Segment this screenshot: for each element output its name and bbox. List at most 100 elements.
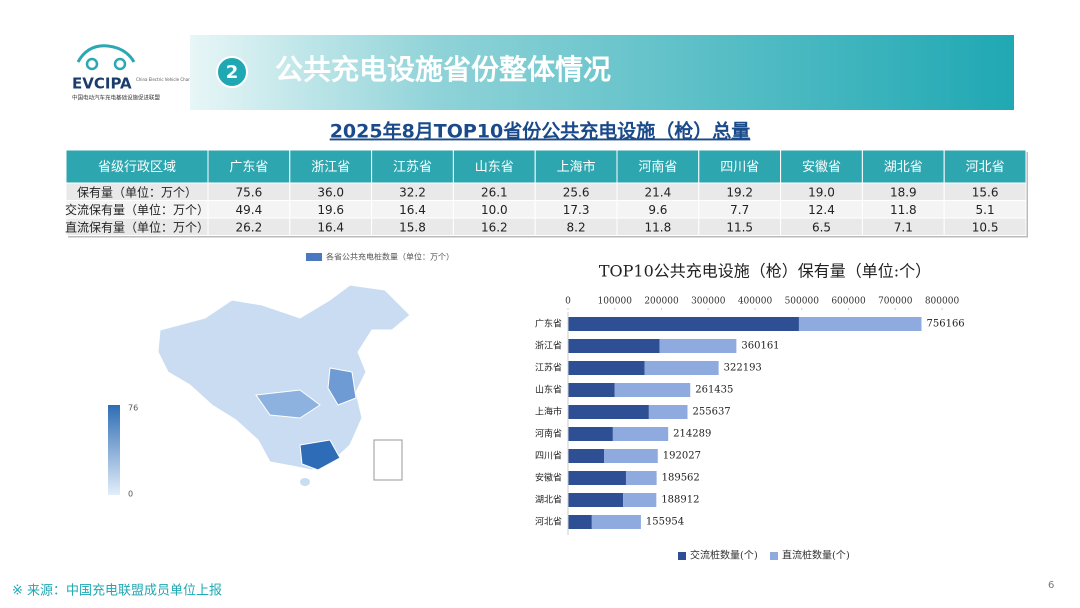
cell-text: 15.8 — [399, 220, 426, 234]
header-text: 河北省 — [966, 160, 1005, 175]
map: 各省公共充电桩数量（单位：万个） 76 0 — [108, 252, 454, 499]
map-legend-swatch — [306, 253, 322, 261]
x-tick-label: 200000 — [644, 297, 679, 307]
section-number: 2 — [226, 62, 239, 83]
bar — [648, 405, 688, 419]
cell-text: 16.4 — [399, 203, 426, 217]
x-tick-label: 400000 — [738, 297, 773, 307]
x-tick-label: 500000 — [785, 297, 820, 307]
total-label: 322193 — [724, 363, 762, 374]
x-tick-label: 600000 — [831, 297, 866, 307]
header-text: 安徽省 — [802, 160, 841, 175]
header-text: 河南省 — [638, 159, 677, 175]
bar — [568, 339, 660, 353]
y-tick-label: 山东省 — [535, 384, 562, 396]
bar — [568, 383, 615, 397]
bar — [568, 361, 645, 375]
total-label: 360161 — [741, 341, 779, 352]
cell-text: 19.6 — [317, 203, 344, 217]
total-label: 189562 — [662, 473, 700, 484]
bar — [625, 471, 657, 485]
map-scale-max: 76 — [128, 404, 138, 413]
header-text: 浙江省 — [311, 160, 350, 175]
y-tick-label: 上海市 — [535, 406, 562, 418]
logo-cn: 中国电动汽车充电基础设施促进联盟 — [72, 94, 161, 102]
map-shape — [157, 284, 411, 471]
page-number: 6 — [1048, 580, 1054, 591]
cell — [943, 217, 1027, 236]
bar — [644, 361, 719, 375]
map-island — [300, 478, 310, 486]
bar — [568, 515, 592, 529]
cell-text: 6.5 — [812, 220, 831, 234]
total-label: 214289 — [673, 429, 711, 440]
header-cell — [65, 149, 209, 184]
y-tick-label: 四川省 — [535, 450, 562, 462]
bar — [568, 405, 649, 419]
bar — [623, 493, 657, 507]
cell-text: 11.8 — [645, 220, 672, 234]
cell-text: 21.4 — [645, 185, 672, 199]
header-cell — [698, 149, 782, 184]
header-text: 上海市 — [557, 159, 596, 175]
section-badge — [216, 56, 248, 88]
bar — [568, 427, 613, 441]
map-scale — [108, 405, 120, 495]
cell-text: 11.5 — [726, 220, 753, 234]
cell-text: 8.2 — [567, 220, 586, 234]
logo-text: EVCIPA — [72, 75, 132, 93]
x-tick-label: 300000 — [691, 297, 726, 307]
bar — [568, 493, 624, 507]
legend-label: 直流桩数量(个) — [782, 549, 850, 562]
x-tick-label: 700000 — [878, 297, 913, 307]
cell-text: 9.6 — [648, 203, 667, 217]
source-note: ※ 来源：中国充电联盟成员单位上报 — [12, 583, 222, 599]
cell-text: 49.4 — [236, 203, 263, 217]
cell-text: 7.1 — [894, 220, 913, 234]
cell-text: 17.3 — [563, 203, 590, 217]
y-tick-label: 安徽省 — [535, 472, 562, 484]
header-cell — [289, 149, 373, 184]
bar — [659, 339, 737, 353]
cell-text: 5.1 — [976, 203, 995, 217]
y-tick-label: 江苏省 — [535, 362, 562, 374]
cell-text: 75.6 — [236, 185, 263, 199]
header-cell — [371, 149, 454, 184]
title-band — [190, 35, 1014, 110]
map-region — [299, 439, 341, 471]
header-text: 省级行政区域 — [98, 160, 176, 175]
total-label: 188912 — [661, 495, 699, 506]
cell-text: 交流保有量（单位：万个） — [65, 202, 209, 217]
bar — [591, 515, 641, 529]
cell-text: 32.2 — [399, 185, 426, 199]
bar — [568, 449, 604, 463]
y-tick-label: 河南省 — [535, 428, 562, 440]
bar — [798, 317, 922, 331]
bar-chart: 0 100000 200000 300000 400000 500000 600000 700… — [535, 297, 965, 562]
y-tick-label: 湖北省 — [535, 494, 562, 506]
cell-text: 19.2 — [726, 185, 753, 199]
header-cell — [780, 149, 863, 184]
legend-swatch — [770, 552, 778, 560]
header-text: 湖北省 — [884, 160, 923, 175]
section-title: 公共充电设施省份整体情况 — [275, 53, 611, 86]
bar — [603, 449, 658, 463]
table: 省级行政区域 广东省 浙江省 江苏省 山东省 上海市 河南省 四川省 安徽省 湖北省 河北省保有量（… — [65, 149, 1028, 238]
map-region — [327, 367, 357, 406]
x-tick-label: 100000 — [598, 297, 633, 307]
cell-text: 26.1 — [481, 185, 508, 199]
cell-text: 16.4 — [317, 220, 344, 234]
y-tick-label: 广东省 — [535, 318, 562, 330]
cell-text: 36.0 — [317, 185, 344, 199]
map-scale-min: 0 — [128, 490, 133, 499]
header-text: 江苏省 — [393, 159, 432, 175]
total-label: 261435 — [695, 385, 733, 396]
x-tick-label: 0 — [565, 297, 571, 307]
header-text: 四川省 — [720, 160, 759, 175]
cell-text: 保有量（单位：万个） — [77, 184, 197, 199]
cell-text: 26.2 — [236, 220, 263, 234]
bar — [568, 317, 799, 331]
cell-text: 16.2 — [481, 220, 508, 234]
cell-text: 10.5 — [972, 220, 999, 234]
total-label: 155954 — [646, 517, 684, 528]
